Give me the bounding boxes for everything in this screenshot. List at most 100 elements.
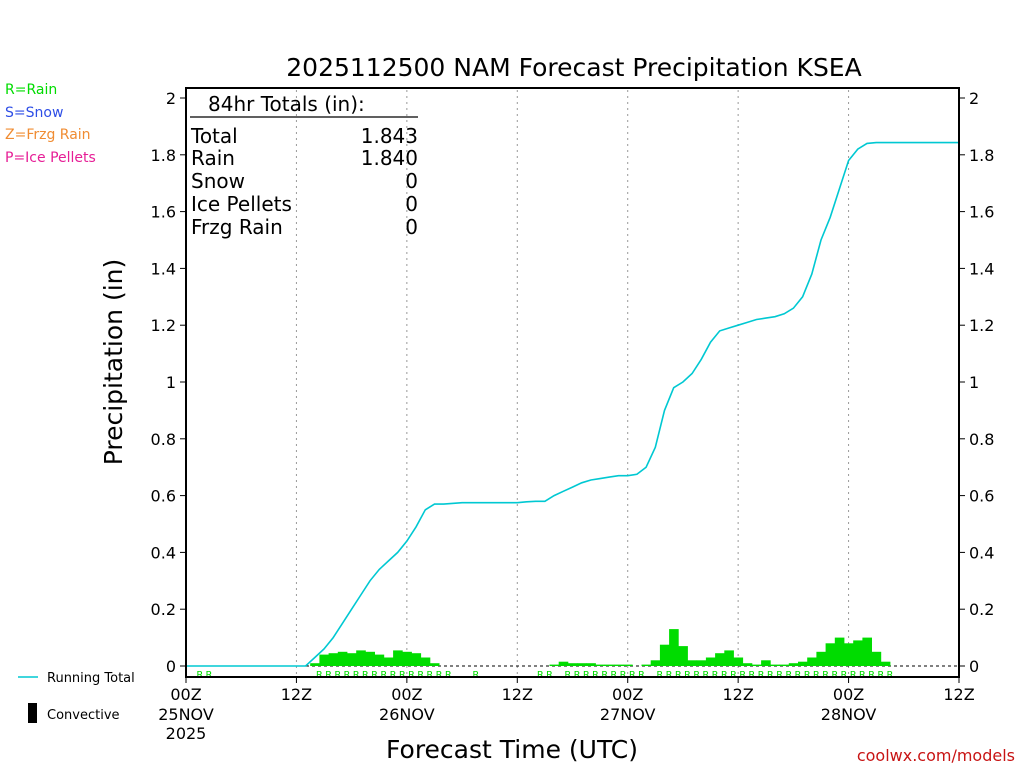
ptype-marker: R [666, 670, 673, 681]
ptype-marker: R [785, 670, 792, 681]
ptype-marker: R [353, 670, 360, 681]
rain-bar [788, 663, 799, 666]
totals-label-frzg-rain: Frzg Rain [191, 215, 283, 239]
y-tick-label-right: 1 [969, 373, 979, 392]
legend-snow: S=Snow [5, 105, 64, 121]
rain-bar [586, 663, 596, 666]
ptype-marker: R [776, 670, 783, 681]
rain-bar [659, 644, 670, 666]
x-tick-date: 28NOV [821, 705, 877, 724]
rain-bar [429, 663, 440, 666]
ptype-marker: R [436, 670, 443, 681]
y-tick-label-right: 1.4 [969, 259, 994, 278]
ptype-marker: R [684, 670, 691, 681]
ptype-marker: R [822, 670, 829, 681]
rain-bar [696, 660, 707, 666]
ptype-marker: R [564, 670, 571, 681]
y-tick-label-right: 2 [969, 89, 979, 108]
bottom-legend: Running Total Convective [18, 671, 135, 723]
x-axis-label: Forecast Time (UTC) [386, 735, 638, 764]
ptype-marker: R [399, 670, 406, 681]
rain-bar [337, 651, 348, 666]
rain-bar [853, 640, 863, 666]
ptype-marker: R [859, 670, 866, 681]
x-tick-label: 00Z [170, 685, 201, 704]
ptype-marker: R [583, 670, 590, 681]
ptype-marker: R [629, 670, 636, 681]
rain-bar [383, 657, 394, 666]
x-tick-year: 2025 [166, 724, 207, 743]
rain-bar [798, 661, 808, 666]
ptype-marker: R [620, 670, 627, 681]
y-axis-label: Precipitation (in) [99, 259, 128, 466]
y-tick-label-left: 0.2 [151, 600, 176, 619]
y-tick-label-right: 0.6 [969, 487, 994, 506]
rain-bar [613, 664, 624, 666]
rain-bar [558, 661, 569, 666]
ptype-marker: R [426, 670, 433, 681]
rain-bar [356, 650, 366, 666]
rain-bar [844, 643, 854, 666]
rain-bar [779, 664, 790, 666]
totals-label-ice-pellets: Ice Pellets [191, 192, 292, 216]
rain-bar [724, 650, 734, 666]
x-tick-label: 12Z [502, 685, 533, 704]
ptype-marker: R [574, 670, 581, 681]
ptype-marker: R [196, 670, 203, 681]
rain-bar [862, 637, 872, 666]
rain-bar [402, 651, 412, 666]
totals-label-snow: Snow [191, 169, 245, 193]
rain-bar [761, 660, 771, 666]
x-tick-date: 25NOV [158, 705, 214, 724]
ptype-marker: R [325, 670, 332, 681]
ptype-marker: R [877, 670, 884, 681]
running-total-legend-label: Running Total [47, 671, 135, 686]
y-tick-label-left: 1.4 [151, 259, 176, 278]
ptype-marker: R [748, 670, 755, 681]
y-tick-label-right: 1.2 [969, 316, 994, 335]
y-tick-label-right: 1.8 [969, 146, 994, 165]
totals-value-snow: 0 [405, 169, 418, 193]
ptype-marker: R [592, 670, 599, 681]
rain-bar [880, 661, 891, 666]
rain-bar [669, 629, 679, 666]
totals-label-rain: Rain [191, 146, 235, 170]
rain-bar [393, 650, 403, 666]
y-tick-label-right: 1.6 [969, 203, 994, 222]
rain-bar [604, 664, 615, 666]
y-tick-label-right: 0 [969, 657, 979, 676]
rain-bar [641, 664, 652, 666]
hourly-rain-bars [310, 629, 891, 666]
y-tick-label-left: 2 [166, 89, 176, 108]
rain-bar [751, 664, 762, 666]
x-tick-label: 00Z [391, 685, 422, 704]
totals-heading: 84hr Totals (in): [208, 92, 365, 116]
ptype-marker: R [693, 670, 700, 681]
rain-bar [411, 653, 422, 666]
credit-text: coolwx.com/models [857, 746, 1015, 765]
ptype-marker: R [380, 670, 387, 681]
y-tick-label-right: 0.4 [969, 543, 994, 562]
ptype-marker: R [850, 670, 857, 681]
x-tick-date: 26NOV [379, 705, 435, 724]
x-tick-date: 27NOV [600, 705, 656, 724]
totals-value-rain: 1.840 [361, 146, 418, 170]
y-tick-label-right: 0.8 [969, 430, 994, 449]
y-tick-label-left: 1 [166, 373, 176, 392]
rain-bar [365, 651, 375, 666]
convective-legend-swatch [28, 703, 37, 723]
x-tick-label: 12Z [281, 685, 312, 704]
rain-bar [319, 654, 329, 666]
ptype-marker: R [804, 670, 811, 681]
running-total-line [186, 141, 959, 667]
y-tick-label-left: 0.6 [151, 487, 176, 506]
ptype-marker: R [721, 670, 728, 681]
ptype-marker: R [334, 670, 341, 681]
rain-bar [770, 664, 780, 666]
rain-bar [871, 651, 882, 666]
y-tick-label-left: 1.8 [151, 146, 176, 165]
rain-bar [623, 664, 633, 666]
rain-bar [678, 646, 688, 666]
